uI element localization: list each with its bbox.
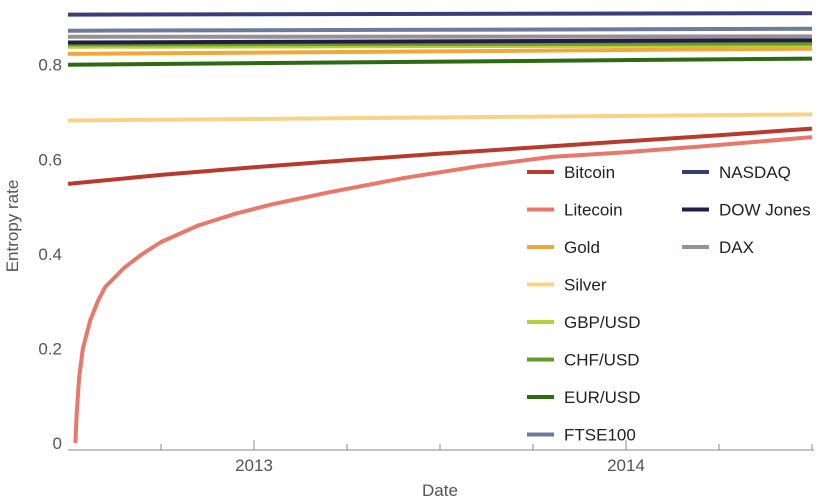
legend-item: FTSE100	[527, 426, 636, 445]
legend-item: Silver	[527, 276, 607, 295]
y-ticks: 0 0.2 0.4 0.6 0.8	[38, 56, 62, 453]
x-tick-label: 2014	[607, 456, 645, 475]
series-line-chf-usd	[67, 41, 813, 47]
series-line-litecoin	[73, 135, 813, 444]
legend-item: Litecoin	[527, 201, 623, 220]
legend-label: Gold	[564, 238, 600, 257]
legend-label: Litecoin	[564, 201, 623, 220]
y-axis-title: Entropy rate	[3, 180, 22, 273]
y-tick-label: 0.8	[38, 56, 62, 75]
series-line-bitcoin	[67, 126, 813, 186]
series-line-dow-jones	[67, 38, 813, 45]
legend-label: DOW Jones	[719, 201, 811, 220]
legend-label: GBP/USD	[564, 313, 641, 332]
series-layer	[67, 11, 813, 444]
legend-item: NASDAQ	[682, 163, 791, 182]
legend-item: DAX	[682, 238, 754, 257]
y-tick-label: 0	[53, 434, 62, 453]
legend-item: Bitcoin	[527, 163, 615, 182]
x-ticks: 2013 2014	[160, 440, 813, 475]
x-axis-title: Date	[422, 481, 458, 500]
legend-item: EUR/USD	[527, 388, 641, 407]
legend-label: DAX	[719, 238, 754, 257]
y-tick-label: 0.2	[38, 339, 62, 358]
series-line-eur-usd	[67, 56, 813, 67]
legend-item: Gold	[527, 238, 600, 257]
legend-label: Bitcoin	[564, 163, 615, 182]
legend-label: Silver	[564, 276, 607, 295]
series-line-silver	[67, 112, 813, 123]
legend-item: CHF/USD	[527, 351, 640, 370]
series-line-ftse100	[67, 26, 813, 33]
y-tick-label: 0.4	[38, 245, 62, 264]
x-tick-label: 2013	[235, 456, 273, 475]
legend-label: EUR/USD	[564, 388, 641, 407]
legend-label: FTSE100	[564, 426, 636, 445]
series-line-nasdaq	[67, 11, 813, 17]
legend-label: NASDAQ	[719, 163, 791, 182]
legend: Bitcoin Litecoin Gold Silver GBP/USD CHF/USD E…	[527, 163, 811, 445]
y-tick-label: 0.6	[38, 150, 62, 169]
legend-label: CHF/USD	[564, 351, 640, 370]
series-line-gold	[67, 46, 813, 56]
legend-item: GBP/USD	[527, 313, 641, 332]
legend-item: DOW Jones	[682, 201, 811, 220]
